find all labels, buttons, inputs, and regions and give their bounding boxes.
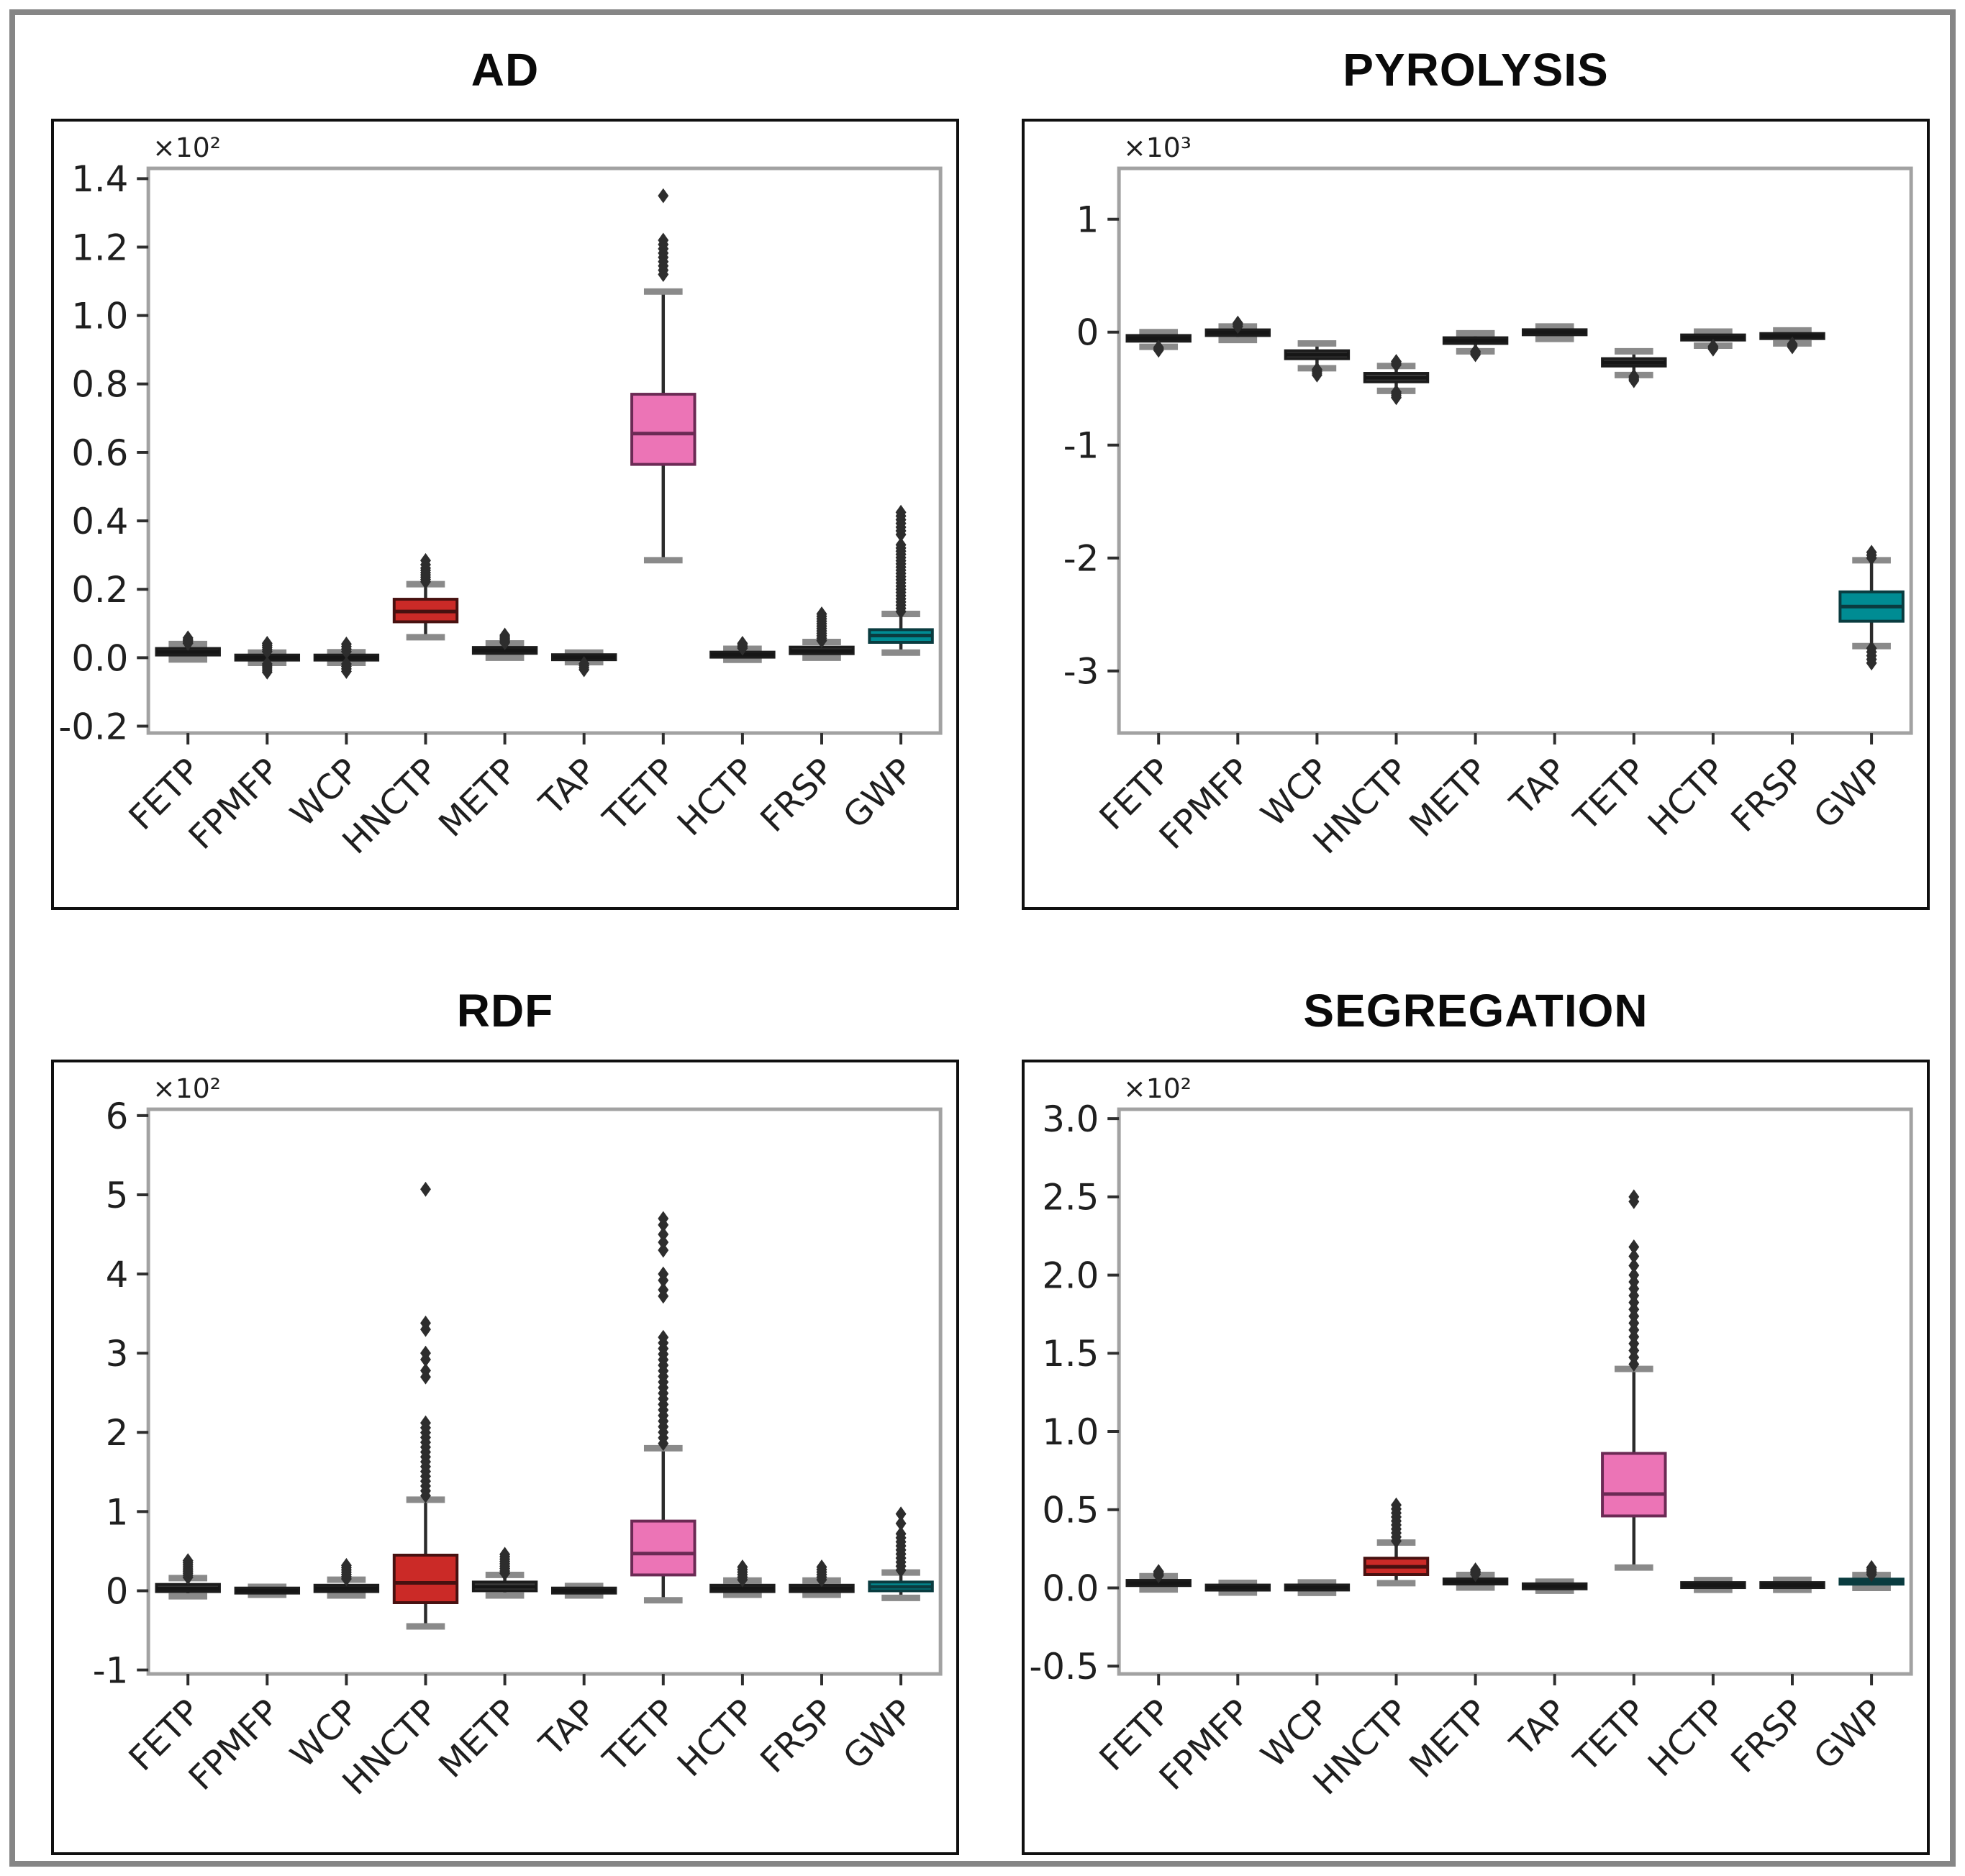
svg-text:FPMFP: FPMFP [181, 751, 287, 857]
svg-text:TETP: TETP [596, 751, 684, 839]
svg-text:METP: METP [1402, 751, 1496, 844]
svg-text:METP: METP [432, 751, 525, 844]
svg-text:0: 0 [106, 1570, 129, 1612]
svg-text:HCTP: HCTP [671, 1692, 763, 1785]
svg-text:-1: -1 [93, 1649, 129, 1691]
chart-title-pyrolysis: PYROLYSIS [1343, 44, 1609, 96]
svg-text:FPMFP: FPMFP [181, 1692, 287, 1798]
svg-text:3.0: 3.0 [1042, 1098, 1099, 1140]
svg-text:-3: -3 [1063, 651, 1099, 693]
svg-text:1.4: 1.4 [71, 158, 128, 200]
panel-pyrolysis: PYROLYSIS ×10³ 1 0 -1 -2 -3 FETP FPMFP WCP HNCTP M… [1022, 36, 1930, 910]
svg-text:METP: METP [1402, 1692, 1496, 1785]
svg-text:HCTP: HCTP [1641, 1692, 1734, 1785]
svg-text:0.5: 0.5 [1042, 1490, 1099, 1531]
svg-text:FRSP: FRSP [753, 1692, 842, 1780]
svg-text:1.5: 1.5 [1042, 1333, 1099, 1375]
svg-text:0.4: 0.4 [71, 501, 128, 542]
svg-text:FPMFP: FPMFP [1152, 751, 1258, 857]
boxplot-svg-segregation: ×10²3.02.52.01.51.00.50.0-0.5FETPFPMFPWC… [1029, 1073, 1913, 1803]
svg-text:×10²: ×10² [153, 1073, 221, 1104]
svg-text:2.0: 2.0 [1042, 1255, 1099, 1296]
svg-text:2.5: 2.5 [1042, 1177, 1099, 1219]
chart-title-segregation: SEGREGATION [1303, 985, 1648, 1037]
svg-text:GWP: GWP [1807, 1692, 1892, 1777]
plot-area-rdf: ×10² 6 5 4 3 2 1 0 -1 FETP FPMFP WCP HNCTP METP TAP TET… [51, 1060, 959, 1855]
svg-text:GWP: GWP [836, 751, 922, 837]
svg-text:TAP: TAP [1502, 751, 1575, 824]
plot-area-pyrolysis: ×10³ 1 0 -1 -2 -3 FETP FPMFP WCP HNCTP METP TAP TETP… [1022, 119, 1930, 910]
svg-text:TETP: TETP [1566, 751, 1654, 839]
svg-text:1.2: 1.2 [71, 227, 128, 268]
panel-segregation: SEGREGATION ×10² 3.0 2.5 2.0 1.5 1.0 0.5 0.0 -0.… [1022, 977, 1930, 1855]
svg-text:-0.2: -0.2 [58, 706, 128, 747]
svg-text:3: 3 [106, 1333, 129, 1375]
svg-text:FRSP: FRSP [1724, 1692, 1812, 1780]
svg-text:GWP: GWP [1807, 751, 1892, 837]
plot-area-ad: ×10² 1.4 1.2 1.0 0.8 0.6 0.4 0.2 0.0 -0.2 FETP FPMF… [51, 119, 959, 910]
svg-text:TAP: TAP [532, 1692, 604, 1765]
svg-text:HCTP: HCTP [671, 751, 763, 844]
svg-text:×10²: ×10² [153, 132, 221, 163]
svg-text:FRSP: FRSP [1724, 751, 1812, 839]
svg-text:0.0: 0.0 [71, 637, 128, 679]
panel-rdf: RDF ×10² 6 5 4 3 2 1 0 -1 FETP FPMFP WCP HNCTP METP TA… [51, 977, 959, 1855]
svg-text:×10²: ×10² [1123, 1073, 1192, 1104]
svg-text:×10³: ×10³ [1123, 132, 1192, 163]
svg-text:FPMFP: FPMFP [1152, 1692, 1258, 1798]
svg-text:0.0: 0.0 [1042, 1567, 1099, 1609]
svg-text:HCTP: HCTP [1641, 751, 1734, 844]
svg-text:GWP: GWP [836, 1692, 922, 1777]
plot-area-segregation: ×10² 3.0 2.5 2.0 1.5 1.0 0.5 0.0 -0.5 FETP FPMFP WC… [1022, 1060, 1930, 1855]
svg-text:1: 1 [1076, 199, 1099, 241]
svg-text:TETP: TETP [596, 1692, 684, 1780]
svg-text:5: 5 [106, 1175, 129, 1216]
chart-title-rdf: RDF [456, 985, 554, 1037]
panel-ad: AD ×10² 1.4 1.2 1.0 0.8 0.6 0.4 0.2 0.0 -0.2 FETP F… [51, 36, 959, 910]
svg-text:0.2: 0.2 [71, 569, 128, 611]
svg-text:0: 0 [1076, 312, 1099, 354]
svg-text:0.8: 0.8 [71, 364, 128, 406]
svg-text:TAP: TAP [1502, 1692, 1575, 1765]
svg-text:1: 1 [106, 1491, 129, 1533]
svg-text:FRSP: FRSP [753, 751, 842, 839]
svg-text:METP: METP [432, 1692, 525, 1785]
boxplot-svg-ad: ×10²1.41.21.00.80.60.40.20.0-0.2FETPFPMF… [58, 132, 943, 862]
svg-text:-2: -2 [1063, 538, 1099, 580]
svg-text:1.0: 1.0 [1042, 1411, 1099, 1453]
svg-text:0.6: 0.6 [71, 432, 128, 474]
svg-text:1.0: 1.0 [71, 296, 128, 337]
svg-text:4: 4 [106, 1254, 129, 1296]
svg-text:-0.5: -0.5 [1029, 1646, 1099, 1688]
chart-title-ad: AD [471, 44, 540, 96]
svg-text:2: 2 [106, 1412, 129, 1454]
svg-text:6: 6 [106, 1096, 129, 1137]
svg-text:TAP: TAP [532, 751, 604, 824]
svg-text:-1: -1 [1063, 425, 1099, 467]
svg-text:TETP: TETP [1566, 1692, 1654, 1780]
